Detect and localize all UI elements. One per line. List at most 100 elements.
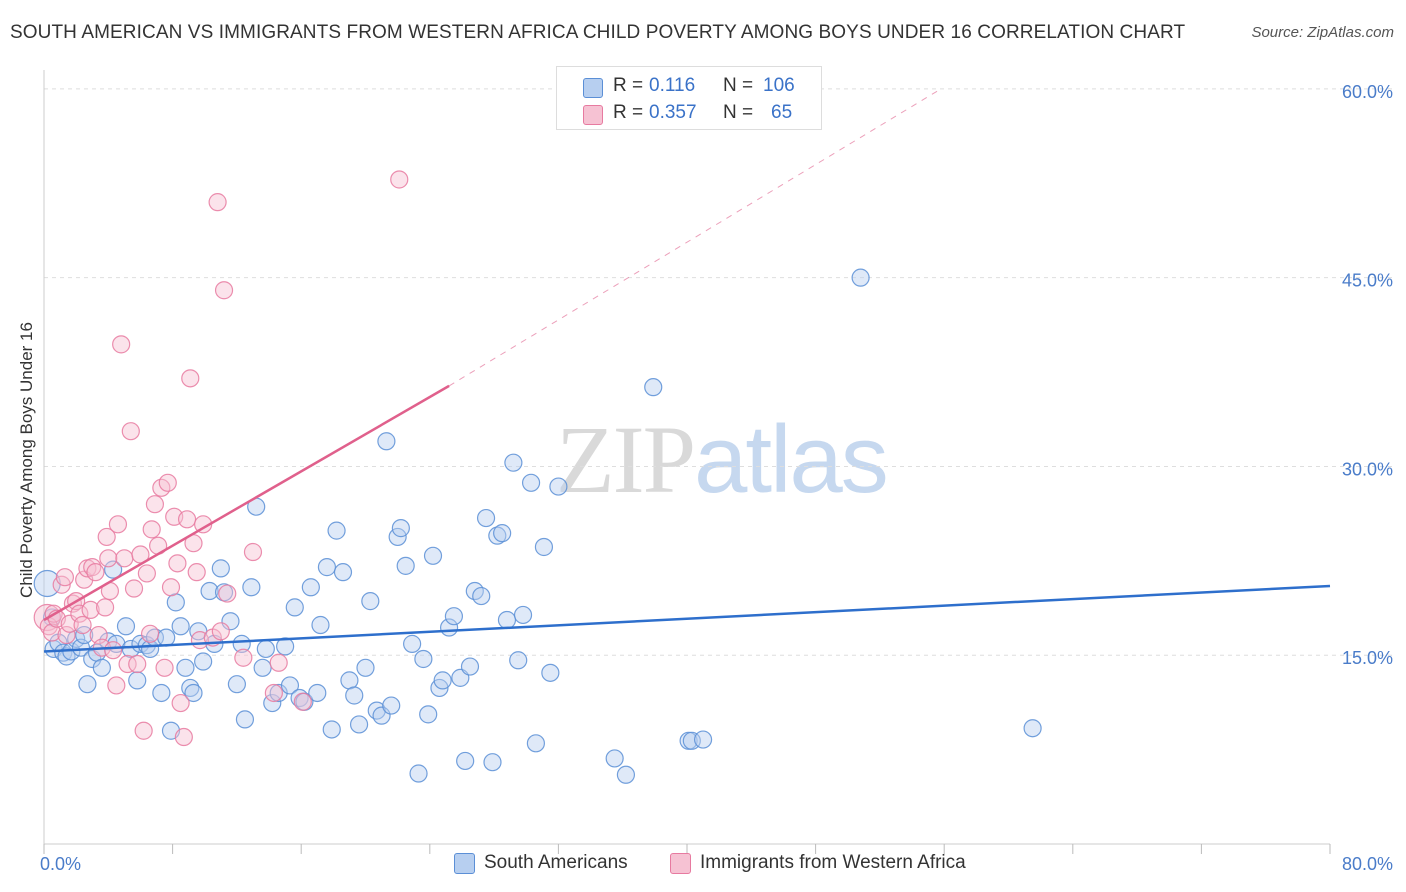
south-american-point	[104, 560, 123, 579]
south-american-point	[308, 683, 327, 703]
western-africa-point	[134, 721, 153, 740]
south-american-point	[194, 652, 213, 671]
western-africa-point	[115, 549, 134, 568]
south-american-point	[377, 432, 396, 451]
legend-n-value: 65	[771, 102, 793, 123]
western-africa-point	[174, 727, 193, 747]
legend-swatch-pink	[583, 105, 603, 125]
south-american-point	[232, 634, 251, 653]
south-american-point	[301, 578, 320, 597]
y-tick-label: 60.0%	[1342, 82, 1393, 102]
south-american-point	[497, 610, 517, 630]
y-axis-label: Child Poverty Among Boys Under 16	[17, 322, 36, 598]
south-american-point	[157, 628, 176, 647]
western-africa-point	[211, 622, 230, 641]
western-africa-point	[293, 692, 312, 711]
western-africa-point	[57, 625, 76, 645]
western-africa-point	[158, 473, 177, 492]
western-africa-trend-line	[43, 384, 450, 622]
south-american-point	[456, 751, 475, 771]
south-american-point	[333, 563, 353, 582]
chart-title: SOUTH AMERICAN VS IMMIGRANTS FROM WESTER…	[10, 22, 1186, 43]
western-africa-point	[264, 683, 283, 703]
bottom-legend-label: Immigrants from Western Africa	[700, 852, 966, 873]
south-american-point	[513, 605, 533, 625]
western-africa-point	[95, 598, 115, 617]
western-africa-point	[161, 578, 181, 597]
south-american-point	[488, 526, 507, 545]
bottom-legend-swatch-pink	[670, 853, 691, 874]
south-american-point	[521, 473, 541, 492]
western-africa-point	[97, 527, 116, 547]
western-africa-point	[168, 554, 187, 573]
correlation-legend: R = 0.116 N = 106 R = 0.357 N = 65	[556, 66, 822, 130]
south-american-point	[78, 675, 97, 694]
south-american-point	[166, 593, 185, 612]
south-american-point	[280, 676, 300, 695]
watermark: ZIPatlas	[556, 404, 889, 515]
legend-r-value: 0.357	[649, 102, 697, 123]
south-american-point	[549, 477, 568, 496]
south-american-point	[419, 705, 438, 724]
y-tick-label: 15.0%	[1342, 648, 1393, 668]
western-africa-point	[269, 653, 288, 672]
western-africa-point	[83, 558, 102, 577]
south-american-point	[181, 678, 200, 698]
south-american-point	[409, 764, 428, 783]
legend-r-value: 0.116	[649, 75, 696, 96]
x-tick-label: 0.0%	[40, 854, 81, 874]
x-tick-label: 80.0%	[1342, 854, 1393, 874]
western-africa-point	[137, 564, 156, 583]
south-american-point	[128, 671, 147, 690]
south-american-point	[1023, 719, 1042, 738]
south-american-point	[493, 524, 512, 543]
western-africa-point	[73, 615, 92, 635]
y-tick-label: 45.0%	[1342, 271, 1393, 291]
legend-swatch-blue	[583, 78, 603, 98]
western-africa-point	[99, 549, 118, 568]
south-american-point	[423, 546, 443, 565]
south-american-point	[403, 634, 422, 653]
south-american-point	[476, 508, 496, 528]
south-american-point	[433, 671, 452, 690]
western-africa-point	[108, 515, 128, 534]
south-american-point	[116, 617, 136, 636]
western-africa-point	[107, 676, 126, 695]
south-american-point	[176, 658, 195, 677]
south-american-point	[184, 683, 203, 703]
south-american-point	[327, 521, 346, 540]
south-american-point	[414, 649, 433, 669]
watermark-atlas: atlas	[694, 406, 889, 513]
western-africa-point	[104, 641, 123, 660]
western-africa-point	[208, 193, 227, 212]
south-american-point	[33, 569, 61, 598]
source-note: Source: ZipAtlas.com	[1251, 24, 1394, 41]
south-american-point	[349, 715, 369, 734]
south-american-point	[361, 592, 380, 611]
western-africa-point	[390, 170, 409, 189]
legend-n-label: N =	[723, 102, 754, 123]
watermark-zip: ZIP	[556, 406, 696, 513]
western-africa-point	[140, 624, 160, 643]
south-american-point	[382, 696, 401, 715]
south-american-point	[242, 578, 261, 597]
western-africa-point	[81, 600, 100, 620]
south-american-point	[57, 647, 76, 666]
legend-n-label: N =	[723, 75, 754, 96]
western-africa-point	[118, 654, 137, 674]
south-american-point	[472, 586, 491, 606]
western-africa-point	[112, 335, 131, 354]
western-africa-point	[243, 542, 263, 562]
south-american-point	[367, 701, 386, 720]
western-africa-point	[155, 658, 174, 677]
western-africa-point	[42, 623, 62, 642]
south-american-point	[391, 519, 410, 538]
western-africa-point	[124, 579, 144, 598]
western-africa-point	[187, 563, 206, 582]
south-american-point	[616, 765, 636, 784]
south-american-point	[396, 556, 415, 575]
bottom-legend-label: South Americans	[484, 852, 628, 873]
western-africa-point	[234, 648, 253, 667]
south-american-point	[693, 730, 713, 749]
legend-r-label: R =	[613, 75, 644, 96]
